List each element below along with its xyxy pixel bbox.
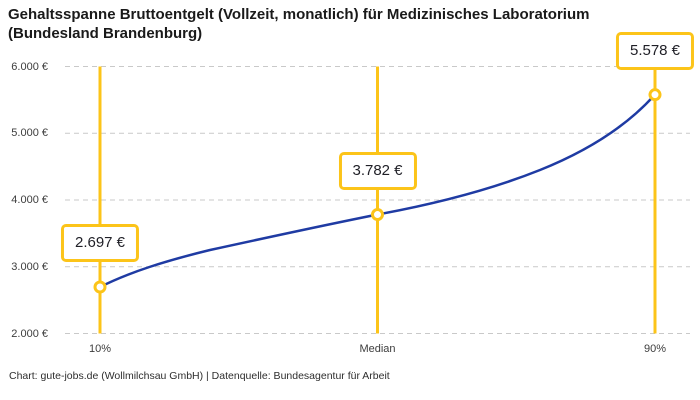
- chart-title-line2: (Bundesland Brandenburg): [8, 25, 203, 42]
- y-tick-4000: 4.000 €: [11, 194, 48, 206]
- data-point-markers: [93, 88, 662, 294]
- x-label-median: Median: [359, 343, 396, 355]
- chart-title: Gehaltsspanne Bruttoentgelt (Vollzeit, m…: [8, 5, 589, 43]
- y-tick-3000: 3.000 €: [11, 260, 48, 273]
- y-tick-6000: 6.000 €: [11, 60, 48, 73]
- y-tick-2000: 2.000 €: [11, 327, 48, 340]
- value-label-median: 3.782 €: [338, 151, 417, 190]
- value-label-10pct: 2.697 €: [60, 223, 140, 262]
- data-point-90pct: [648, 88, 662, 102]
- data-point-median: [371, 208, 384, 222]
- source-credit: Chart: gute-jobs.de (Wollmilchsau GmbH) …: [9, 370, 390, 382]
- value-label-90pct: 5.578 €: [615, 31, 695, 70]
- data-point-10pct: [93, 280, 107, 294]
- chart-title-line1: Gehaltsspanne Bruttoentgelt (Vollzeit, m…: [8, 6, 590, 23]
- x-label-90pct: 90%: [643, 343, 667, 355]
- y-tick-5000: 5.000 €: [11, 127, 48, 140]
- x-label-10pct: 10%: [88, 343, 112, 355]
